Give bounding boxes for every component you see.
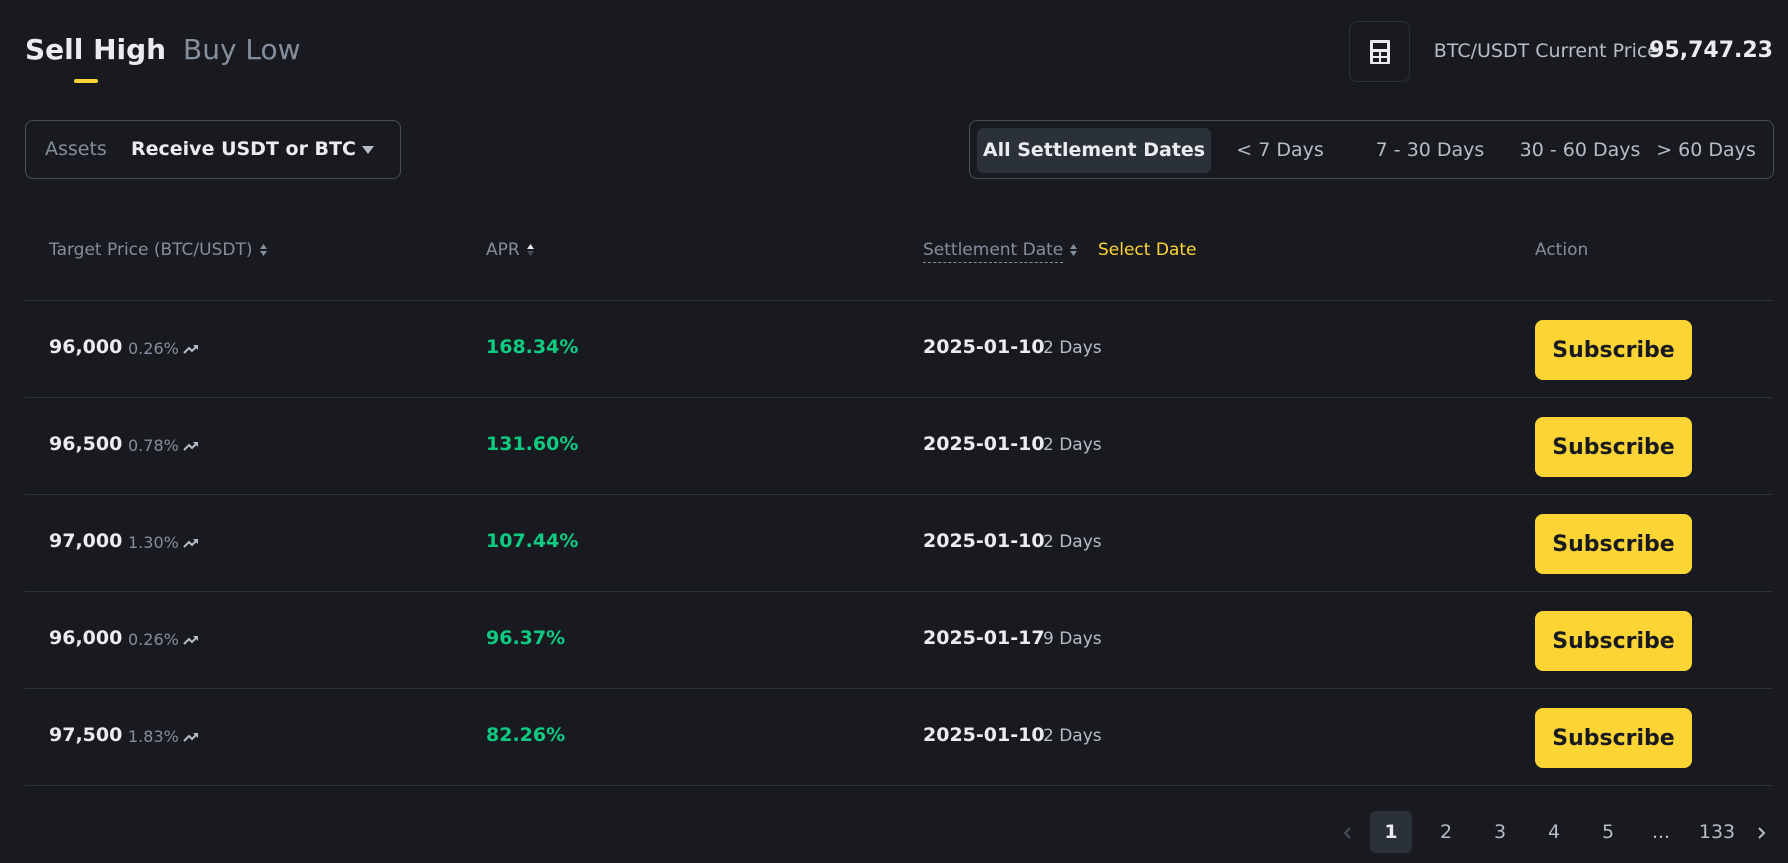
column-header-apr[interactable]: APR: [486, 240, 535, 260]
divider: [25, 494, 1773, 495]
price-change: 1.83%: [128, 727, 199, 746]
trend-up-icon: [183, 732, 198, 742]
divider: [25, 397, 1773, 398]
price-change: 0.78%: [128, 436, 199, 455]
divider: [25, 300, 1773, 301]
sort-icon: [1070, 244, 1078, 256]
price-change-value: 0.26%: [128, 339, 179, 358]
filter-gt-60-days[interactable]: > 60 Days: [1656, 139, 1756, 161]
price-change: 1.30%: [128, 533, 199, 552]
days-remaining: 9 Days: [1043, 629, 1102, 649]
settlement-date-filter: All Settlement Dates < 7 Days 7 - 30 Day…: [969, 120, 1774, 179]
column-header-action: Action: [1535, 240, 1589, 260]
assets-select[interactable]: Assets Receive USDT or BTC: [25, 120, 401, 179]
target-price: 96,000: [49, 627, 123, 649]
apr-value: 168.34%: [486, 336, 579, 358]
active-tab-indicator: [74, 79, 98, 83]
divider: [25, 785, 1773, 786]
page-1[interactable]: 1: [1370, 811, 1412, 853]
price-change-value: 0.78%: [128, 436, 179, 455]
price-change: 0.26%: [128, 630, 199, 649]
divider: [25, 591, 1773, 592]
sort-icon: [259, 244, 267, 256]
subscribe-button[interactable]: Subscribe: [1535, 514, 1692, 574]
target-price: 96,000: [49, 336, 123, 358]
trend-up-icon: [183, 635, 198, 645]
target-price-header-label: Target Price (BTC/USDT): [49, 240, 253, 260]
page-2[interactable]: 2: [1439, 821, 1453, 843]
trend-up-icon: [183, 344, 198, 354]
table-row: 96,000 0.26% 168.34% 2025-01-10 2 Days S…: [0, 301, 1788, 398]
select-date-link[interactable]: Select Date: [1098, 240, 1197, 260]
table-row: 96,000 0.26% 96.37% 2025-01-17 9 Days Su…: [0, 592, 1788, 689]
subscribe-button[interactable]: Subscribe: [1535, 611, 1692, 671]
calculator-button[interactable]: [1349, 21, 1410, 82]
page-133[interactable]: 133: [1698, 821, 1736, 843]
days-remaining: 2 Days: [1043, 726, 1102, 746]
chevron-right-icon: [1758, 826, 1766, 839]
price-change: 0.26%: [128, 339, 199, 358]
column-header-settlement-date[interactable]: Settlement Date: [923, 240, 1078, 263]
filter-30-60-days[interactable]: 30 - 60 Days: [1519, 139, 1641, 161]
page-5[interactable]: 5: [1601, 821, 1615, 843]
target-price: 97,000: [49, 530, 123, 552]
price-change-value: 1.30%: [128, 533, 179, 552]
next-page-button[interactable]: [1751, 811, 1771, 853]
caret-down-icon: [362, 146, 374, 154]
table-row: 97,500 1.83% 82.26% 2025-01-10 2 Days Su…: [0, 689, 1788, 786]
apr-header-label: APR: [486, 240, 520, 260]
tab-buy-low[interactable]: Buy Low: [183, 33, 301, 66]
settlement-date: 2025-01-10: [923, 530, 1045, 552]
subscribe-button[interactable]: Subscribe: [1535, 708, 1692, 768]
settlement-date: 2025-01-10: [923, 336, 1045, 358]
filter-7-30-days[interactable]: 7 - 30 Days: [1375, 139, 1485, 161]
apr-value: 107.44%: [486, 530, 579, 552]
days-remaining: 2 Days: [1043, 532, 1102, 552]
settlement-date-header-label: Settlement Date: [923, 240, 1064, 263]
column-header-target-price[interactable]: Target Price (BTC/USDT): [49, 240, 268, 260]
days-remaining: 2 Days: [1043, 435, 1102, 455]
current-price-label: BTC/USDT Current Price: [1433, 40, 1659, 62]
assets-label: Assets: [45, 138, 107, 160]
page-3[interactable]: 3: [1493, 821, 1507, 843]
assets-value: Receive USDT or BTC: [131, 138, 356, 160]
apr-value: 96.37%: [486, 627, 566, 649]
divider: [25, 688, 1773, 689]
settlement-date: 2025-01-17: [923, 627, 1045, 649]
current-price-value: 95,747.23: [1649, 38, 1773, 63]
apr-value: 82.26%: [486, 724, 566, 746]
sort-ascending-icon: [526, 244, 534, 256]
apr-value: 131.60%: [486, 433, 579, 455]
days-remaining: 2 Days: [1043, 338, 1102, 358]
price-change-value: 1.83%: [128, 727, 179, 746]
settlement-date: 2025-01-10: [923, 724, 1045, 746]
calculator-icon: [1369, 39, 1390, 64]
table-row: 97,000 1.30% 107.44% 2025-01-10 2 Days S…: [0, 495, 1788, 592]
page-ellipsis: ...: [1651, 821, 1671, 843]
filter-all-settlement-dates[interactable]: All Settlement Dates: [977, 128, 1211, 173]
target-price: 96,500: [49, 433, 123, 455]
page-4[interactable]: 4: [1547, 821, 1561, 843]
tab-sell-high[interactable]: Sell High: [25, 33, 167, 66]
prev-page-button[interactable]: [1338, 811, 1358, 853]
trend-up-icon: [183, 538, 198, 548]
target-price: 97,500: [49, 724, 123, 746]
trend-up-icon: [183, 441, 198, 451]
subscribe-button[interactable]: Subscribe: [1535, 320, 1692, 380]
price-change-value: 0.26%: [128, 630, 179, 649]
subscribe-button[interactable]: Subscribe: [1535, 417, 1692, 477]
filter-lt-7-days[interactable]: < 7 Days: [1236, 139, 1324, 161]
table-row: 96,500 0.78% 131.60% 2025-01-10 2 Days S…: [0, 398, 1788, 495]
settlement-date: 2025-01-10: [923, 433, 1045, 455]
chevron-left-icon: [1343, 826, 1351, 839]
